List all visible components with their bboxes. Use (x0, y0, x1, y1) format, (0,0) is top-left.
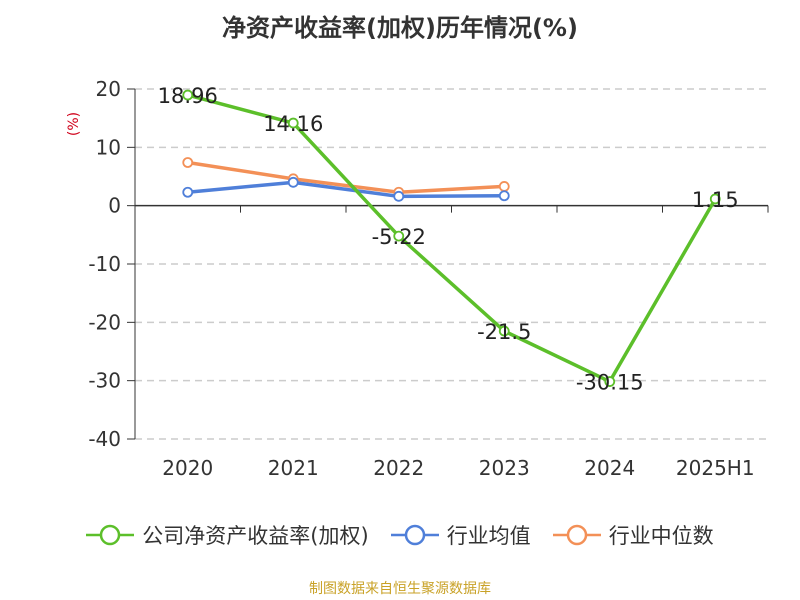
y-tick-label: -20 (88, 310, 121, 334)
legend-marker-icon (552, 524, 601, 546)
legend-item[interactable]: 行业均值 (390, 520, 531, 550)
data-point (182, 186, 194, 198)
y-tick-label: -10 (88, 252, 121, 276)
data-label: 1.15 (692, 188, 739, 212)
legend-marker-circle (100, 524, 121, 546)
x-tick-label: 2020 (162, 456, 213, 480)
x-tick-label: 2023 (479, 456, 530, 480)
y-tick-label: 10 (96, 135, 121, 159)
y-tick-label: 20 (96, 77, 121, 101)
series-line (187, 180, 505, 199)
grid-layer (135, 88, 768, 440)
legend-label: 行业中位数 (608, 524, 714, 548)
legend-label: 公司净资产收益率(加权) (142, 524, 369, 548)
data-point (498, 181, 510, 192)
legend-marker-icon (86, 524, 135, 546)
legend-label: 行业均值 (446, 524, 531, 548)
data-point (287, 117, 299, 129)
x-tick-label: 2024 (584, 456, 635, 480)
x-tick-label: 2022 (373, 456, 424, 480)
legend-marker-circle (404, 524, 425, 546)
chart-title: 净资产收益率(加权)历年情况(%) (222, 14, 578, 42)
data-label: -30.15 (576, 371, 644, 395)
y-tick-label: 0 (108, 194, 121, 218)
series-layer (182, 89, 721, 387)
source-note: 制图数据来自恒生聚源数据库 (309, 581, 491, 597)
series-line (187, 93, 717, 384)
x-tick-label: 2021 (268, 456, 319, 480)
data-label-layer: 18.96 14.16 -5.22 -21.5 -30.15 1.15 (158, 84, 739, 394)
data-point (182, 89, 194, 101)
data-point (709, 193, 721, 205)
data-point (498, 325, 510, 337)
data-label: -21.5 (477, 320, 531, 344)
y-axis-label: (%) (66, 112, 82, 136)
legend-item[interactable]: 公司净资产收益率(加权) (86, 520, 369, 550)
data-point (393, 190, 405, 202)
axis-layer: 20 10 0 -10 -20 -30 -40 2020 2021 2022 2023 2024 202… (88, 77, 769, 480)
series-line (187, 160, 505, 194)
x-tick-label: 2025H1 (676, 456, 755, 480)
data-label: 14.16 (263, 112, 323, 136)
y-tick-label: -30 (88, 369, 121, 393)
legend-marker-icon (390, 524, 439, 546)
data-point (498, 190, 510, 202)
legend-item[interactable]: 行业中位数 (552, 520, 714, 550)
data-label: -5.22 (372, 225, 426, 249)
data-label: 18.96 (158, 84, 218, 108)
data-point (182, 157, 194, 168)
legend: 公司净资产收益率(加权) 行业均值 行业中位数 (0, 520, 800, 550)
data-point (287, 176, 299, 188)
y-tick-label: -40 (88, 427, 121, 451)
legend-marker-circle (566, 524, 587, 546)
data-point (604, 376, 616, 387)
data-point (393, 230, 405, 242)
